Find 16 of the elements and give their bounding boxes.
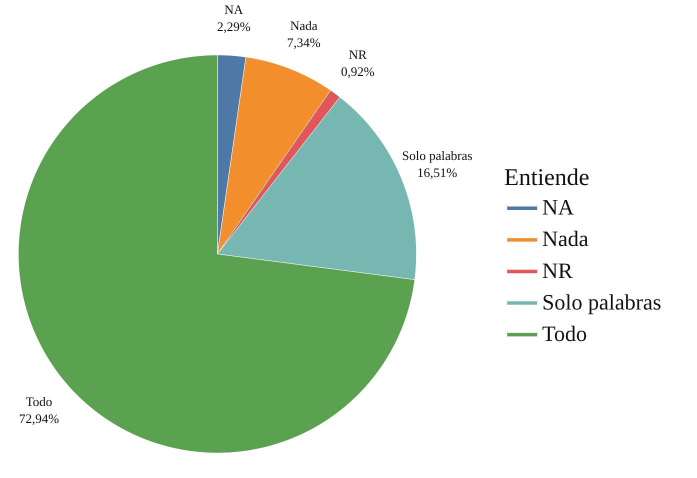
slice-label: Nada: [290, 18, 318, 33]
slice-label: NR: [348, 47, 368, 62]
legend-label: Solo palabras: [542, 289, 662, 314]
slice-label: Solo palabras: [402, 148, 472, 163]
data-label: 72,94%: [19, 410, 60, 426]
legend-label: Nada: [542, 226, 589, 252]
data-label: 7,34%: [287, 34, 321, 50]
data-label: 0,92%: [341, 64, 375, 79]
legend-label: NR: [542, 258, 574, 283]
data-label: 2,29%: [217, 18, 251, 34]
legend-title: Entiende: [504, 165, 590, 192]
legend-label: Todo: [542, 320, 588, 346]
legend-label: NA: [542, 194, 574, 220]
slice-label: NA: [224, 2, 244, 17]
slice-label: Todo: [26, 394, 52, 409]
data-label: 16,51%: [417, 164, 458, 180]
